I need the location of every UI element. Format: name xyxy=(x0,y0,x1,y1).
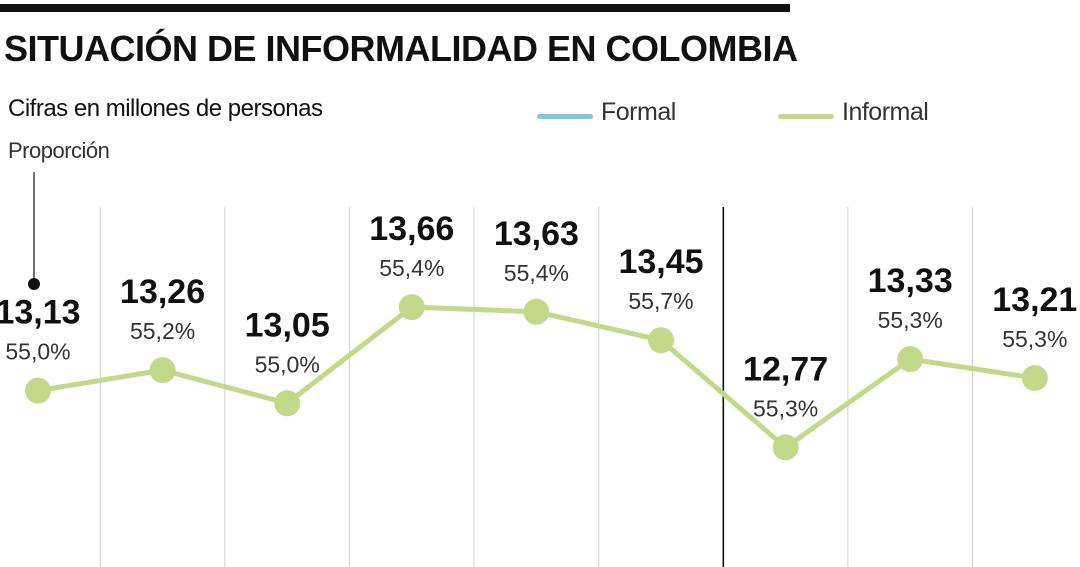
legend-swatch-informal xyxy=(778,114,834,119)
data-point xyxy=(149,357,176,384)
proportion-label: Proporción xyxy=(8,138,110,163)
data-value-label: 13,13 xyxy=(0,294,81,332)
data-point xyxy=(274,390,301,417)
data-value-label: 12,77 xyxy=(743,350,828,388)
data-proportion-label: 55,3% xyxy=(878,307,943,333)
pointer-dot xyxy=(28,278,40,290)
data-value-label: 13,05 xyxy=(245,306,330,344)
data-point xyxy=(523,298,550,325)
data-point xyxy=(897,346,924,373)
top-rule xyxy=(0,4,790,12)
data-point xyxy=(25,377,51,404)
data-value-label: 13,66 xyxy=(369,210,454,248)
data-proportion-label: 55,4% xyxy=(504,260,569,286)
data-proportion-label: 55,0% xyxy=(255,351,320,377)
data-proportion-label: 55,3% xyxy=(1002,326,1067,352)
data-value-label: 13,33 xyxy=(868,262,953,300)
legend-swatch-formal xyxy=(537,114,593,119)
data-point xyxy=(648,327,674,354)
legend-label-informal: Informal xyxy=(842,98,929,126)
data-points xyxy=(25,294,1048,461)
data-labels: 13,13 55,0% 13,26 55,2% 13,05 55,0% 13,66 55,4%… xyxy=(0,210,1077,421)
data-value-label: 13,26 xyxy=(120,273,205,311)
data-proportion-label: 55,3% xyxy=(753,395,818,421)
legend-label-formal: Formal xyxy=(601,98,676,126)
data-proportion-label: 55,2% xyxy=(130,318,195,344)
data-proportion-label: 55,4% xyxy=(379,255,444,281)
data-point xyxy=(1021,365,1048,392)
proportion-pointer xyxy=(28,172,40,290)
data-point xyxy=(398,294,425,321)
data-proportion-label: 55,0% xyxy=(5,339,70,365)
data-proportion-label: 55,7% xyxy=(628,288,693,314)
chart-title: SITUACIÓN DE INFORMALIDAD EN COLOMBIA xyxy=(4,28,798,69)
data-value-label: 13,21 xyxy=(992,281,1077,319)
data-value-label: 13,45 xyxy=(618,243,703,281)
chart-subtitle: Cifras en millones de personas xyxy=(8,95,323,122)
data-point xyxy=(772,434,799,461)
data-value-label: 13,63 xyxy=(494,215,579,253)
